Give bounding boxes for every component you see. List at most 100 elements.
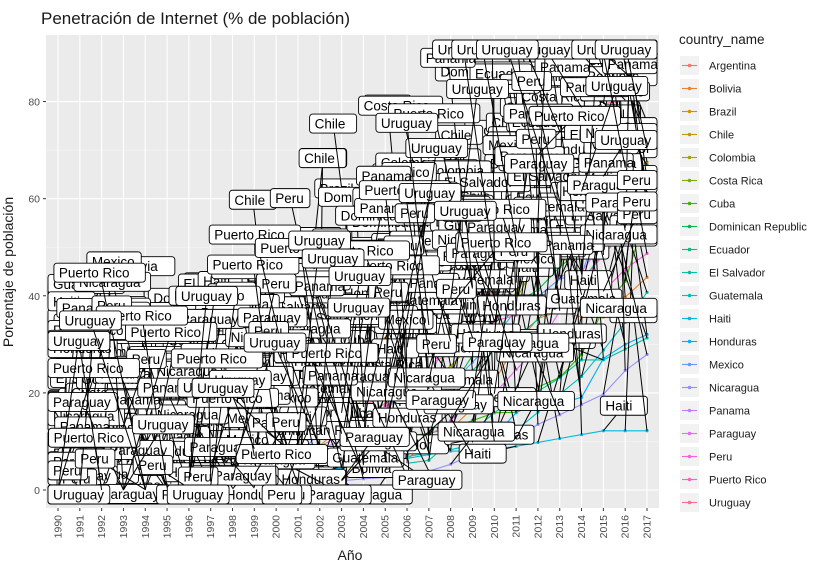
label-text: Peru [80, 452, 109, 467]
legend-key-point [687, 500, 692, 505]
label-text: Puerto Rico [461, 235, 532, 250]
x-tick-label: 1992 [96, 515, 108, 539]
legend-key-point [687, 362, 692, 367]
legend-key-point [687, 270, 692, 275]
label-text: Uruguay [172, 488, 223, 503]
legend-label: Honduras [709, 337, 757, 349]
label-text: Chile [315, 117, 346, 132]
y-tick-label: 20 [28, 388, 40, 400]
label-text: Uruguay [452, 82, 503, 97]
x-tick-label: 1990 [53, 515, 65, 539]
label-text: Peru [622, 194, 651, 209]
legend-key-point [687, 224, 692, 229]
legend-key-point [687, 293, 692, 298]
x-tick-label: 2007 [423, 515, 435, 539]
x-tick-label: 1997 [205, 515, 217, 539]
x-tick-label: 2004 [358, 515, 370, 539]
label-text: Uruguay [381, 116, 432, 131]
legend-label: El Salvador [709, 268, 766, 280]
label-text: Nicaragua [393, 370, 455, 385]
legend-label: Cuba [709, 199, 736, 211]
label-text: Puerto Rico [53, 361, 124, 376]
label-text: Uruguay [53, 488, 104, 503]
x-tick-label: 1991 [74, 515, 86, 539]
legend-key-point [687, 132, 692, 137]
legend-key-point [687, 339, 692, 344]
legend-label: Puerto Rico [709, 475, 766, 487]
x-tick-label: 2006 [402, 515, 414, 539]
label-text: Uruguay [137, 417, 188, 432]
label-text: Uruguay [481, 43, 532, 58]
label-text: Chile [234, 193, 265, 208]
x-tick-label: 2001 [292, 515, 304, 539]
label-text: Uruguay [307, 251, 358, 266]
legend-key-point [687, 477, 692, 482]
x-tick-label: 2008 [445, 515, 457, 539]
label-text: Uruguay [333, 301, 384, 316]
label-text: Uruguay [197, 381, 248, 396]
label-text: Haiti [464, 447, 491, 462]
y-tick-label: 0 [34, 485, 40, 497]
chart-title: Penetración de Internet (% de población) [41, 9, 350, 28]
y-tick-label: 60 [28, 194, 40, 206]
y-axis-title: Porcentaje de población [0, 197, 16, 347]
x-tick-label: 2005 [380, 515, 392, 539]
legend-title: country_name [679, 32, 765, 47]
x-tick-label: 1993 [118, 515, 130, 539]
label-box [298, 148, 347, 169]
data-label: Puerto Rico [232, 444, 328, 464]
y-tick-label: 80 [28, 97, 40, 109]
label-text: Paraguay [468, 335, 526, 350]
x-tick-label: 2016 [620, 515, 632, 539]
label-text: Paraguay [411, 393, 469, 408]
data-label: Uruguay [47, 484, 111, 505]
label-text: Uruguay [53, 334, 104, 349]
legend-label: Peru [709, 452, 732, 464]
x-tick-label: 2011 [511, 515, 523, 538]
legend-label: Panama [709, 406, 751, 418]
label-text: Puerto Rico [176, 351, 247, 366]
x-tick-label: 2003 [336, 515, 348, 539]
legend-label: Chile [709, 130, 734, 142]
x-tick-label: 2012 [532, 515, 544, 539]
legend-label: Uruguay [709, 498, 751, 510]
x-tick-label: 2015 [598, 515, 610, 539]
data-label: Paraguay [301, 480, 372, 505]
label-text: Haiti [605, 399, 632, 414]
legend-label: Haiti [709, 314, 731, 326]
label-text: Paraguay [398, 473, 456, 488]
x-tick-label: 2002 [314, 515, 326, 539]
label-text: Puerto Rico [534, 109, 605, 124]
y-tick-label: 40 [28, 291, 40, 303]
legend-label: Bolivia [709, 84, 742, 96]
label-text: Nicaragua [585, 227, 647, 242]
label-text: Peru [622, 173, 651, 188]
label-text: Paraguay [214, 469, 272, 484]
label-text: Peru [374, 285, 403, 300]
legend-label: Costa Rica [709, 176, 764, 188]
legend-key-point [687, 109, 692, 114]
label-text: Uruguay [411, 141, 462, 156]
label-text: Puerto Rico [212, 258, 283, 273]
x-tick-label: 1994 [140, 515, 152, 539]
label-text: Uruguay [439, 204, 490, 219]
x-axis-title: Año [338, 547, 363, 563]
legend-label: Paraguay [709, 429, 757, 441]
label-text: Uruguay [334, 269, 385, 284]
legend-key-point [687, 201, 692, 206]
legend-key-point [687, 385, 692, 390]
data-labels: ArgentinaArgentinaArgentinaArgentinaArge… [47, 39, 658, 505]
label-text: Peru [138, 458, 167, 473]
label-text: Uruguay [600, 43, 651, 58]
label-text: Nicaragua [443, 425, 505, 440]
label-text: Paraguay [307, 488, 365, 503]
label-text: Chile [304, 151, 335, 166]
label-text: Haiti [570, 273, 597, 288]
label-text: Uruguay [249, 336, 300, 351]
legend-label: Nicaragua [709, 383, 760, 395]
legend-label: Dominican Republic [709, 222, 807, 234]
label-box [309, 113, 358, 134]
legend-label: Guatemala [709, 291, 764, 303]
legend-key-point [687, 316, 692, 321]
